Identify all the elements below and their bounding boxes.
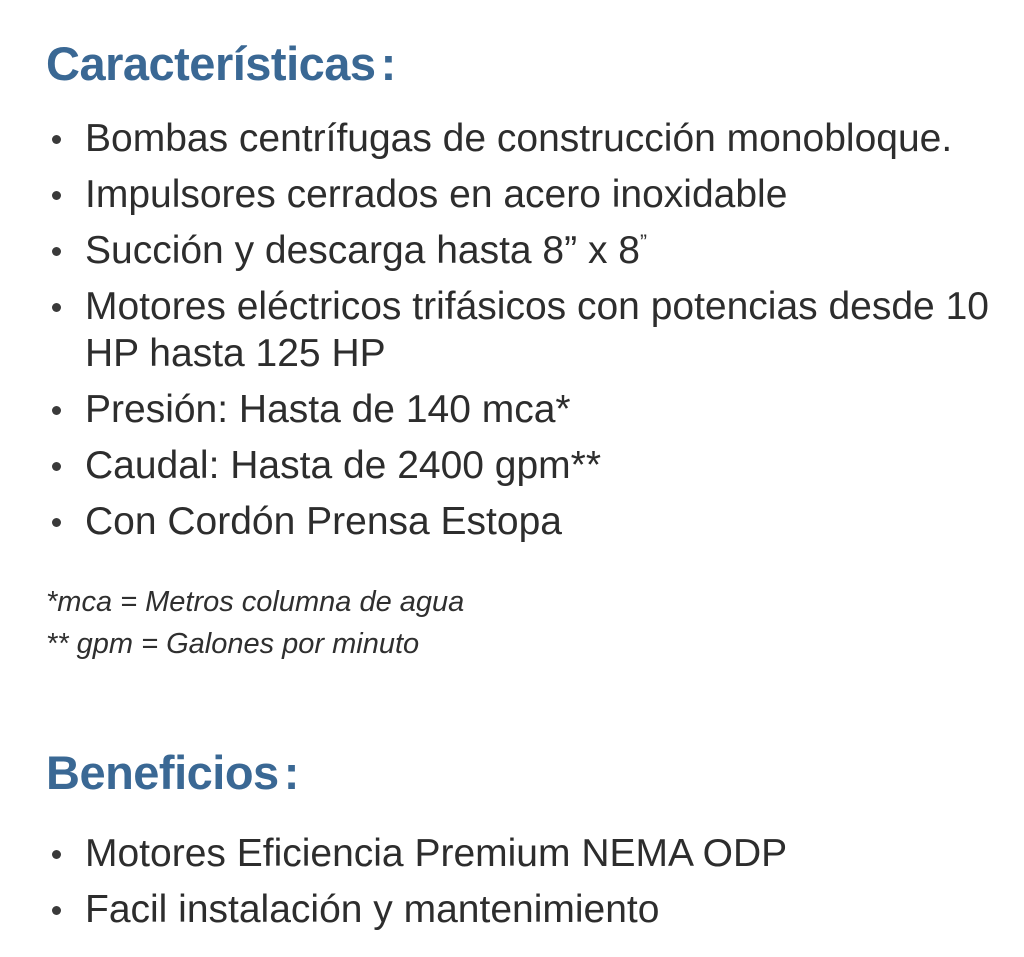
list-item: Presión: Hasta de 140 mca* <box>46 386 996 433</box>
section-beneficios: Beneficios: Motores Eficiencia Premium N… <box>46 745 998 933</box>
footnotes: *mca = Metros columna de agua ** gpm = G… <box>46 581 998 665</box>
list-item: Bombas centrífugas de construcción monob… <box>46 115 996 162</box>
beneficios-bullet-list: Motores Eficiencia Premium NEMA ODP Faci… <box>46 830 996 933</box>
list-item: Facil instalación y mantenimiento <box>46 886 996 933</box>
list-item-text: Succión y descarga hasta 8” x 8” <box>85 227 996 274</box>
caracteristicas-heading-colon: : <box>380 37 397 90</box>
list-item-text: Caudal: Hasta de 2400 gpm** <box>85 444 602 487</box>
list-item-text: Impulsores cerrados en acero inoxidable <box>85 173 788 216</box>
bullet-icon <box>52 462 61 471</box>
list-item-text: Con Cordón Prensa Estopa <box>85 500 562 543</box>
caracteristicas-heading: Características: <box>46 36 998 91</box>
list-item-text: Presión: Hasta de 140 mca* <box>85 388 571 431</box>
list-item-text: Facil instalación y mantenimiento <box>85 888 660 931</box>
beneficios-heading-colon: : <box>283 746 300 799</box>
list-item: Caudal: Hasta de 2400 gpm** <box>46 442 996 489</box>
bullet-icon <box>52 518 61 527</box>
caracteristicas-heading-text: Características <box>46 37 376 90</box>
bullet-icon <box>52 135 61 144</box>
list-item-text: Motores eléctricos trifásicos con potenc… <box>85 285 989 375</box>
section-caracteristicas: Características: Bombas centrífugas de c… <box>46 36 998 665</box>
beneficios-heading-text: Beneficios <box>46 746 279 799</box>
list-item: Motores eléctricos trifásicos con potenc… <box>46 283 996 377</box>
bullet-icon <box>52 850 61 859</box>
list-item-text-main: Succión y descarga hasta 8” x 8 <box>85 229 640 272</box>
list-item: Succión y descarga hasta 8” x 8” <box>46 227 996 274</box>
bullet-icon <box>52 406 61 415</box>
list-item: Con Cordón Prensa Estopa <box>46 498 996 545</box>
caracteristicas-bullet-list: Bombas centrífugas de construcción monob… <box>46 115 996 545</box>
bullet-icon <box>52 303 61 312</box>
bullet-icon <box>52 191 61 200</box>
bullet-icon <box>52 247 61 256</box>
bullet-icon <box>52 906 61 915</box>
list-item: Impulsores cerrados en acero inoxidable <box>46 171 996 218</box>
list-item: Motores Eficiencia Premium NEMA ODP <box>46 830 996 877</box>
footnote-mca: *mca = Metros columna de agua <box>46 586 465 618</box>
inch-mark-superscript: ” <box>639 231 647 254</box>
list-item-text: Motores Eficiencia Premium NEMA ODP <box>85 832 788 875</box>
beneficios-heading: Beneficios: <box>46 745 998 800</box>
footnote-gpm: ** gpm = Galones por minuto <box>46 628 420 660</box>
list-item-text: Bombas centrífugas de construcción monob… <box>85 117 953 160</box>
